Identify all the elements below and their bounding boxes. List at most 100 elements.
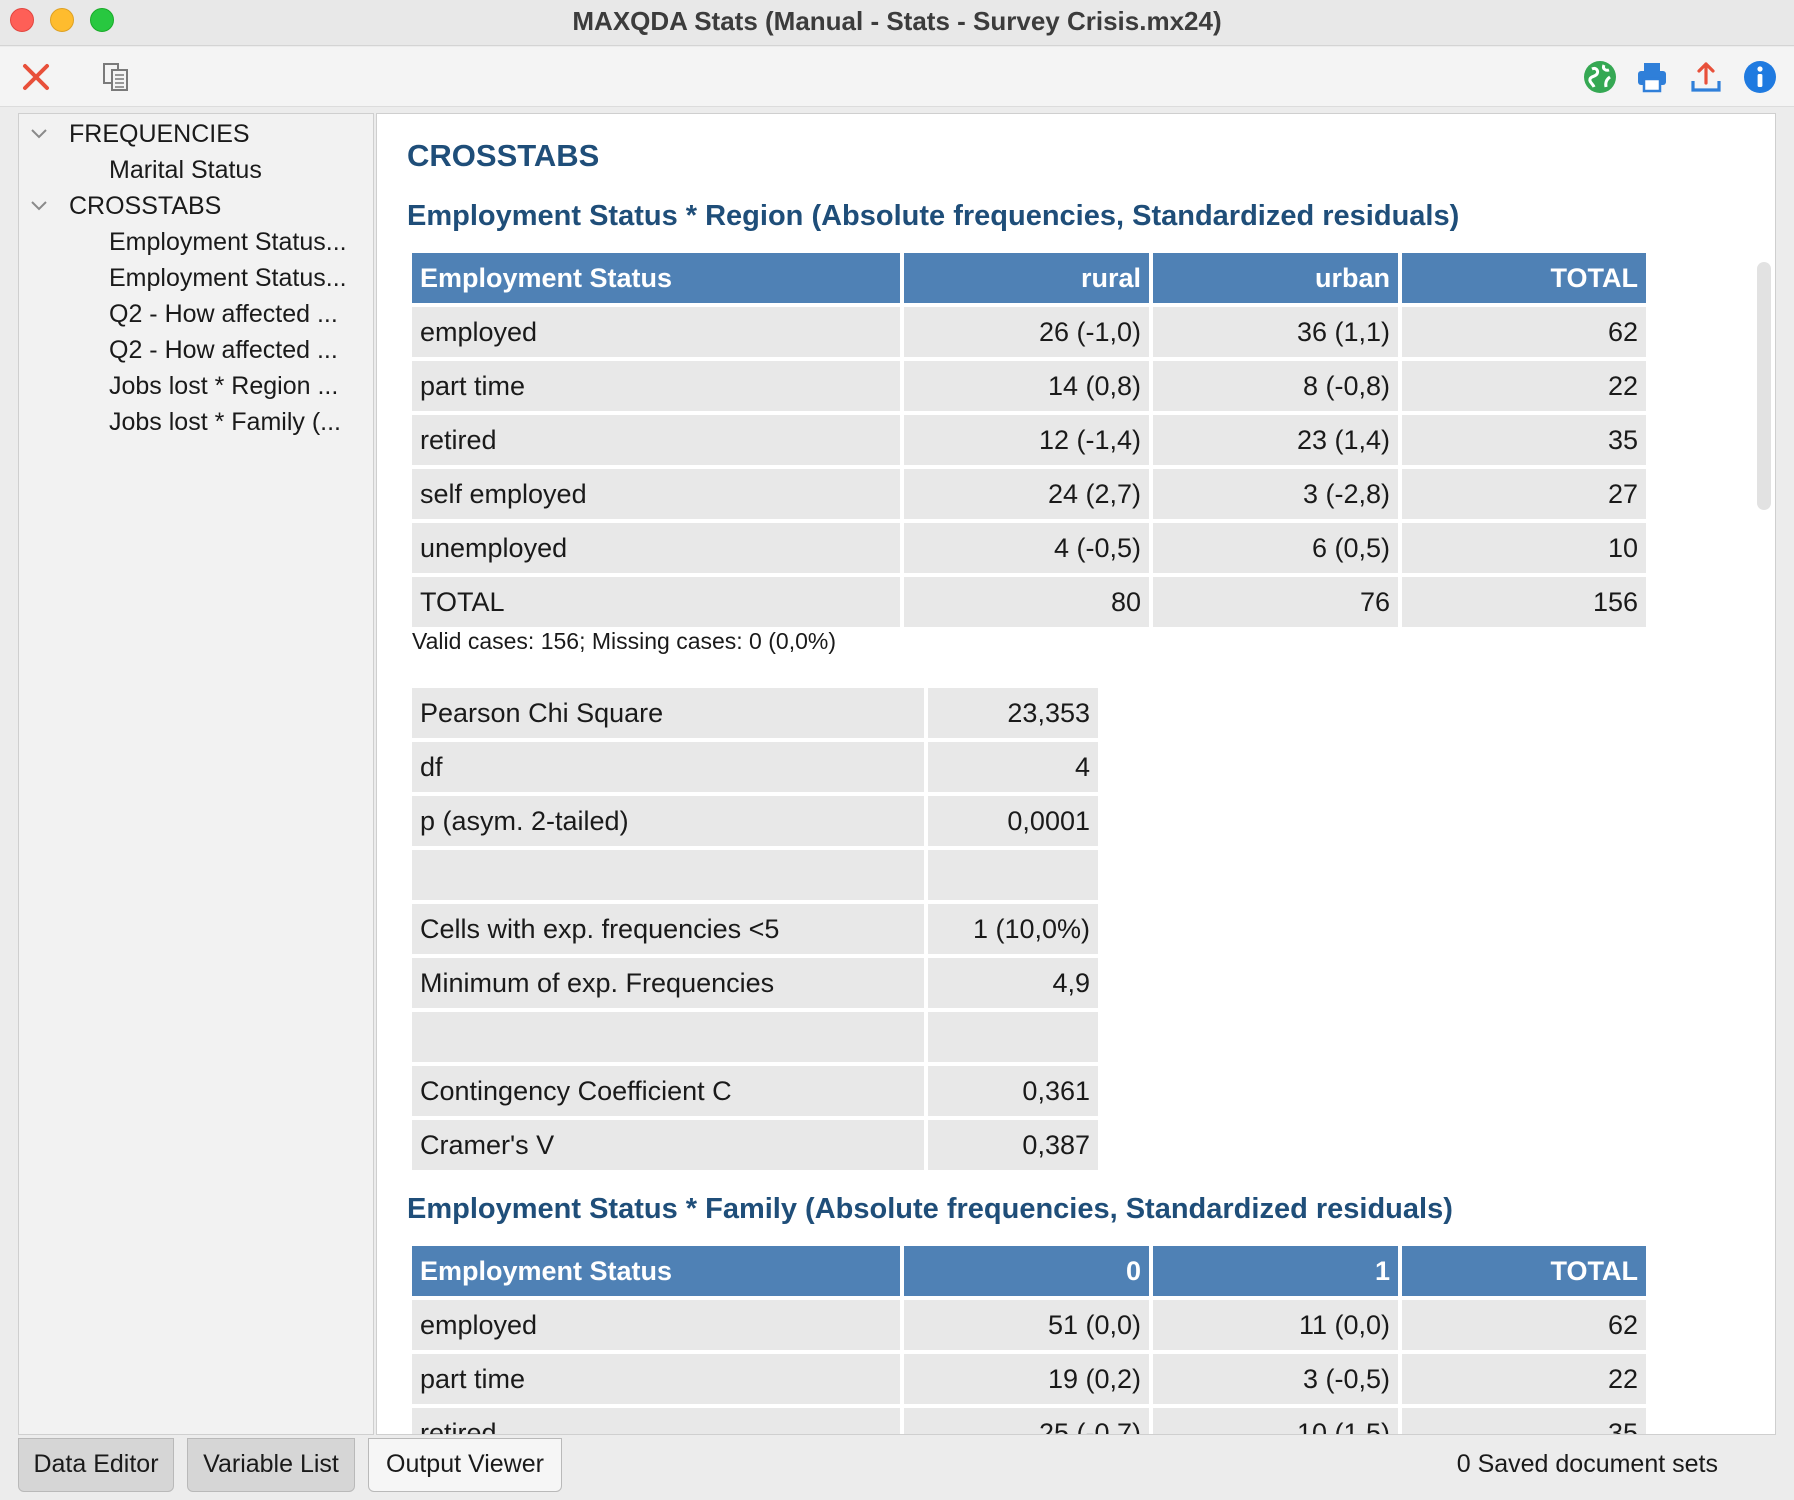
tab-variable-list[interactable]: Variable List [187, 1438, 355, 1492]
row-label: employed [412, 307, 900, 357]
column-header: 0 [904, 1246, 1149, 1296]
table-cell: 8 (-0,8) [1153, 361, 1398, 411]
stat-label [412, 850, 924, 900]
stat-value: 0,387 [928, 1120, 1098, 1170]
stat-label: p (asym. 2-tailed) [412, 796, 924, 846]
table-cell: 36 (1,1) [1153, 307, 1398, 357]
row-label: part time [412, 1354, 900, 1404]
column-header: TOTAL [1402, 1246, 1646, 1296]
table-cell: 62 [1402, 307, 1646, 357]
web-export-icon[interactable] [1580, 57, 1620, 97]
vertical-scrollbar[interactable] [1757, 262, 1771, 510]
table-row: part time 19 (0,2) 3 (-0,5) 22 [412, 1354, 1646, 1404]
saved-document-sets[interactable]: 0 Saved document sets [1456, 1450, 1718, 1478]
table-cell: 51 (0,0) [904, 1300, 1149, 1350]
tree-item[interactable]: Employment Status... [109, 228, 347, 256]
stat-row: Pearson Chi Square 23,353 [412, 688, 1098, 738]
window-minimize-button[interactable] [50, 8, 74, 32]
column-header: Employment Status [412, 253, 900, 303]
table-cell: 19 (0,2) [904, 1354, 1149, 1404]
table-cell: 62 [1402, 1300, 1646, 1350]
tree-item[interactable]: Jobs lost * Family (... [109, 408, 341, 436]
column-header: 1 [1153, 1246, 1398, 1296]
stat-row: Cells with exp. frequencies <5 1 (10,0%) [412, 904, 1098, 954]
tree-item[interactable]: Q2 - How affected ... [109, 300, 338, 328]
valid-cases-note: Valid cases: 156; Missing cases: 0 (0,0%… [412, 628, 836, 654]
tree-group-frequencies[interactable]: FREQUENCIES [19, 116, 359, 152]
table-cell: 6 (0,5) [1153, 523, 1398, 573]
column-header: urban [1153, 253, 1398, 303]
table-row: self employed 24 (2,7) 3 (-2,8) 27 [412, 469, 1646, 519]
stat-spacer-row [412, 850, 1098, 900]
crosstab-region-table: Employment Status rural urban TOTAL empl… [408, 249, 1650, 631]
table-header-row: Employment Status rural urban TOTAL [412, 253, 1646, 303]
stat-label: Cells with exp. frequencies <5 [412, 904, 924, 954]
window-close-button[interactable] [10, 8, 34, 32]
statistics-table: Pearson Chi Square 23,353 df 4 p (asym. … [408, 684, 1102, 1174]
export-icon[interactable] [1686, 57, 1726, 97]
stat-spacer-row [412, 1012, 1098, 1062]
table-cell: 26 (-1,0) [904, 307, 1149, 357]
stat-value: 1 (10,0%) [928, 904, 1098, 954]
table-row: part time 14 (0,8) 8 (-0,8) 22 [412, 361, 1646, 411]
table-cell: 22 [1402, 361, 1646, 411]
stat-label: Contingency Coefficient C [412, 1066, 924, 1116]
table-cell: 156 [1402, 577, 1646, 627]
tree-item[interactable]: Marital Status [109, 156, 262, 184]
row-label: part time [412, 361, 900, 411]
stat-row: Contingency Coefficient C 0,361 [412, 1066, 1098, 1116]
table-cell: 10 (1,5) [1153, 1408, 1398, 1434]
row-label: TOTAL [412, 577, 900, 627]
row-label: self employed [412, 469, 900, 519]
title-bar: MAXQDA Stats (Manual - Stats - Survey Cr… [0, 0, 1794, 46]
table-cell: 25 (-0,7) [904, 1408, 1149, 1434]
output-tree: FREQUENCIES Marital Status CROSSTABS Emp… [18, 113, 374, 1435]
chevron-down-icon[interactable] [27, 116, 51, 152]
table-cell: 11 (0,0) [1153, 1300, 1398, 1350]
tab-data-editor[interactable]: Data Editor [18, 1438, 174, 1492]
table-cell: 22 [1402, 1354, 1646, 1404]
table-cell: 12 (-1,4) [904, 415, 1149, 465]
table-row: unemployed 4 (-0,5) 6 (0,5) 10 [412, 523, 1646, 573]
tree-item[interactable]: Jobs lost * Region ... [109, 372, 339, 400]
stat-label: Minimum of exp. Frequencies [412, 958, 924, 1008]
stat-value: 23,353 [928, 688, 1098, 738]
print-icon[interactable] [1632, 57, 1672, 97]
info-icon[interactable] [1740, 57, 1780, 97]
tree-group-label: CROSSTABS [69, 192, 222, 220]
table-cell: 14 (0,8) [904, 361, 1149, 411]
table-cell: 3 (-2,8) [1153, 469, 1398, 519]
tree-item[interactable]: Q2 - How affected ... [109, 336, 338, 364]
stat-label: df [412, 742, 924, 792]
tree-group-crosstabs[interactable]: CROSSTABS [19, 188, 359, 224]
table-title: Employment Status * Region (Absolute fre… [407, 200, 1460, 232]
table-cell: 27 [1402, 469, 1646, 519]
stat-value: 0,0001 [928, 796, 1098, 846]
table-cell: 4 (-0,5) [904, 523, 1149, 573]
copy-icon[interactable] [96, 57, 136, 97]
column-header: Employment Status [412, 1246, 900, 1296]
table-title: Employment Status * Family (Absolute fre… [407, 1193, 1453, 1225]
toolbar [0, 47, 1794, 107]
column-header: TOTAL [1402, 253, 1646, 303]
tab-output-viewer[interactable]: Output Viewer [368, 1438, 562, 1492]
table-total-row: TOTAL 80 76 156 [412, 577, 1646, 627]
stat-label [412, 1012, 924, 1062]
row-label: retired [412, 1408, 900, 1434]
table-cell: 24 (2,7) [904, 469, 1149, 519]
table-cell: 35 [1402, 415, 1646, 465]
table-row: employed 51 (0,0) 11 (0,0) 62 [412, 1300, 1646, 1350]
tree-item[interactable]: Employment Status... [109, 264, 347, 292]
section-heading: CROSSTABS [407, 138, 600, 173]
tree-group-label: FREQUENCIES [69, 120, 250, 148]
stat-value [928, 850, 1098, 900]
table-row: retired 12 (-1,4) 23 (1,4) 35 [412, 415, 1646, 465]
stat-row: p (asym. 2-tailed) 0,0001 [412, 796, 1098, 846]
close-icon[interactable] [16, 57, 56, 97]
window-zoom-button[interactable] [90, 8, 114, 32]
chevron-down-icon[interactable] [27, 188, 51, 224]
table-row: retired 25 (-0,7) 10 (1,5) 35 [412, 1408, 1646, 1434]
stat-value: 4,9 [928, 958, 1098, 1008]
table-cell: 76 [1153, 577, 1398, 627]
stat-row: Cramer's V 0,387 [412, 1120, 1098, 1170]
